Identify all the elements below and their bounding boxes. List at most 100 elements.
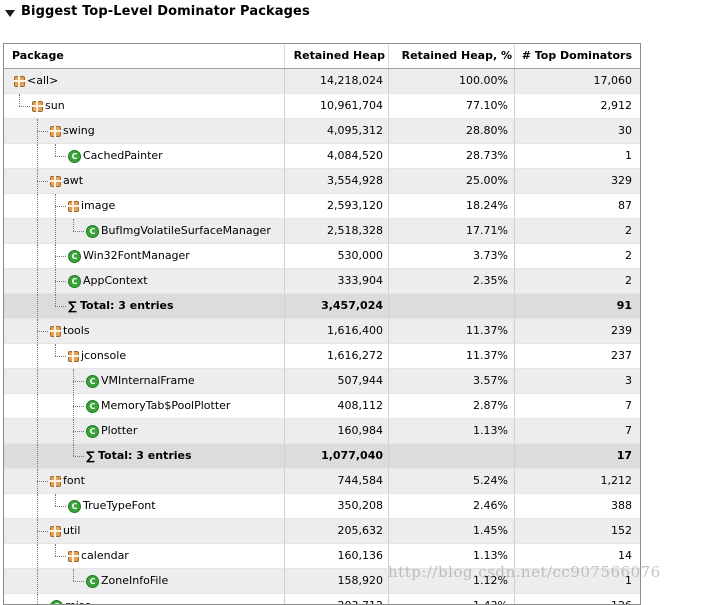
retained-heap-cell: 14,218,024	[320, 74, 383, 87]
table-row[interactable]: swing 4,095,312 28.80% 30	[4, 119, 640, 144]
package-name[interactable]: ZoneInfoFile	[101, 574, 169, 587]
table-row[interactable]: font 744,584 5.24% 1,212	[4, 469, 640, 494]
table-row[interactable]: C MemoryTab$PoolPlotter 408,112 2.87% 7	[4, 394, 640, 419]
table-row[interactable]: calendar 160,136 1.13% 14	[4, 544, 640, 569]
retained-heap-pct-cell: 1.12%	[473, 574, 508, 587]
column-separator	[388, 119, 389, 143]
retained-heap-pct-cell: 11.37%	[466, 349, 508, 362]
table-row[interactable]: awt 3,554,928 25.00% 329	[4, 169, 640, 194]
table-row[interactable]: tools 1,616,400 11.37% 239	[4, 319, 640, 344]
package-name[interactable]: font	[63, 474, 85, 487]
top-dominators-cell: 2	[625, 249, 632, 262]
package-name[interactable]: BufImgVolatileSurfaceManager	[101, 224, 271, 237]
retained-heap-pct-cell: 11.37%	[466, 324, 508, 337]
package-icon	[68, 551, 79, 562]
column-header-retained-heap-pct[interactable]: Retained Heap, %	[401, 49, 512, 62]
retained-heap-pct-cell: 17.71%	[466, 224, 508, 237]
package-icon	[50, 526, 61, 537]
package-name[interactable]: CachedPainter	[83, 149, 163, 162]
column-separator	[388, 494, 389, 518]
column-separator	[514, 269, 515, 293]
top-dominators-cell: 3	[625, 374, 632, 387]
package-name[interactable]: util	[63, 524, 81, 537]
retained-heap-cell: 2,518,328	[327, 224, 383, 237]
package-icon	[50, 126, 61, 137]
package-name[interactable]: swing	[63, 124, 95, 137]
table-row[interactable]: C TrueTypeFont 350,208 2.46% 388	[4, 494, 640, 519]
tree-branch	[73, 581, 84, 582]
retained-heap-cell: 530,000	[337, 249, 384, 262]
column-separator	[388, 269, 389, 293]
package-name[interactable]: tools	[63, 324, 90, 337]
package-name[interactable]: calendar	[81, 549, 129, 562]
package-name[interactable]: sun	[45, 99, 65, 112]
tree-branch	[55, 306, 66, 307]
package-cell: awt	[4, 169, 284, 193]
tree-guide	[37, 444, 38, 468]
package-name[interactable]: Total: 3 entries	[80, 299, 174, 312]
package-name[interactable]: <all>	[27, 74, 59, 87]
package-cell: util	[4, 519, 284, 543]
top-dominators-cell: 17	[616, 449, 632, 462]
column-separator	[284, 194, 285, 218]
package-cell: C Plotter	[4, 419, 284, 443]
package-name[interactable]: misc	[65, 594, 91, 604]
tree-branch	[37, 531, 48, 532]
table-row[interactable]: sun 10,961,704 77.10% 2,912	[4, 94, 640, 119]
column-separator	[388, 94, 389, 118]
collapse-arrow-icon[interactable]	[5, 10, 15, 17]
tree-branch	[37, 331, 48, 332]
table-row[interactable]: <all> 14,218,024 100.00% 17,060	[4, 69, 640, 94]
package-cell: C CachedPainter	[4, 144, 284, 168]
column-separator	[284, 69, 285, 93]
top-dominators-cell: 87	[618, 199, 632, 212]
table-row[interactable]: C Win32FontManager 530,000 3.73% 2	[4, 244, 640, 269]
top-dominators-cell: 7	[625, 399, 632, 412]
tree-guide	[37, 244, 38, 268]
total-row[interactable]: ∑ Total: 3 entries 3,457,024 91	[4, 294, 640, 319]
column-separator	[388, 419, 389, 443]
tree-guide	[73, 444, 74, 456]
package-name[interactable]: MemoryTab$PoolPlotter	[101, 399, 231, 412]
tree-guide	[37, 294, 38, 318]
retained-heap-cell: 350,208	[337, 499, 384, 512]
tree-guide	[37, 394, 38, 418]
retained-heap-pct-cell: 2.46%	[473, 499, 508, 512]
table-row[interactable]: image 2,593,120 18.24% 87	[4, 194, 640, 219]
package-name[interactable]: TrueTypeFont	[83, 499, 156, 512]
column-header-top-dominators[interactable]: # Top Dominators	[521, 49, 632, 62]
package-name[interactable]: Plotter	[101, 424, 138, 437]
table-row[interactable]: Cmisc203,7121.43%126	[4, 594, 640, 604]
package-name[interactable]: awt	[63, 174, 84, 187]
package-name[interactable]: image	[81, 199, 116, 212]
column-separator	[388, 69, 389, 93]
total-row[interactable]: ∑ Total: 3 entries 1,077,040 17	[4, 444, 640, 469]
class-icon: C	[86, 575, 99, 588]
package-name[interactable]: AppContext	[83, 274, 148, 287]
package-name[interactable]: Total: 3 entries	[98, 449, 192, 462]
column-header-retained-heap[interactable]: Retained Heap	[293, 49, 385, 62]
section-title: Biggest Top-Level Dominator Packages	[21, 4, 310, 19]
table-row[interactable]: C VMInternalFrame 507,944 3.57% 3	[4, 369, 640, 394]
retained-heap-cell: 158,920	[337, 574, 384, 587]
table-row[interactable]: jconsole 1,616,272 11.37% 237	[4, 344, 640, 369]
package-name[interactable]: Win32FontManager	[83, 249, 190, 262]
package-name[interactable]: jconsole	[81, 349, 127, 362]
column-separator	[514, 169, 515, 193]
retained-heap-cell: 2,593,120	[327, 199, 383, 212]
table-row[interactable]: C Plotter 160,984 1.13% 7	[4, 419, 640, 444]
column-separator	[284, 419, 285, 443]
table-row[interactable]: C CachedPainter 4,084,520 28.73% 1	[4, 144, 640, 169]
top-dominators-cell: 91	[616, 299, 632, 312]
column-header-package[interactable]: Package	[12, 49, 64, 62]
top-dominators-cell: 2	[625, 224, 632, 237]
column-separator	[388, 319, 389, 343]
table-row[interactable]: C AppContext 333,904 2.35% 2	[4, 269, 640, 294]
column-separator	[284, 544, 285, 568]
retained-heap-pct-cell: 3.73%	[473, 249, 508, 262]
tree-guide	[37, 369, 38, 393]
table-row[interactable]: util 205,632 1.45% 152	[4, 519, 640, 544]
package-name[interactable]: VMInternalFrame	[101, 374, 195, 387]
table-row[interactable]: C BufImgVolatileSurfaceManager 2,518,328 17…	[4, 219, 640, 244]
column-separator	[514, 244, 515, 268]
